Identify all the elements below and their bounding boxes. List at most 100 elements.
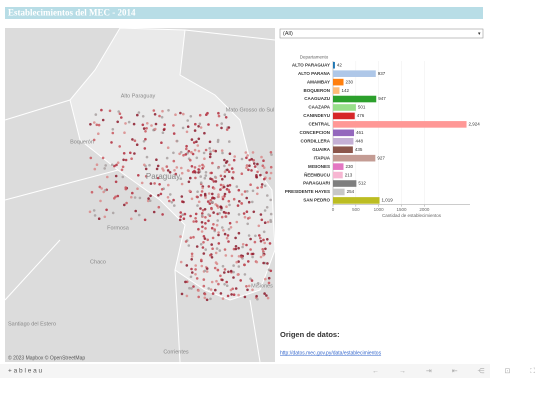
school-dot — [120, 116, 123, 119]
school-dot — [133, 139, 137, 142]
school-dot — [185, 294, 189, 298]
bar — [333, 163, 344, 170]
school-dot — [135, 143, 139, 146]
filter-dropdown[interactable] — [279, 28, 484, 39]
school-dot — [201, 186, 204, 190]
toolbar-icons[interactable]: ← → ⇥ ⇤ ⋲ ⊡ ⛶ — [372, 367, 540, 375]
school-dot — [201, 246, 205, 249]
school-dot — [211, 192, 214, 196]
school-dot — [216, 204, 219, 207]
school-dot — [211, 292, 215, 295]
school-dot — [162, 128, 166, 131]
school-dot — [114, 180, 118, 184]
school-dot — [199, 175, 202, 178]
school-dot — [212, 211, 215, 214]
school-dot — [125, 201, 128, 205]
y-tick-label: ALTO PARAGUAY — [292, 62, 330, 67]
school-dot — [106, 175, 109, 179]
tableau-logo[interactable]: + a b l e a u — [8, 368, 43, 375]
school-dot — [186, 119, 189, 122]
school-dot — [224, 161, 228, 164]
school-dot — [266, 296, 270, 300]
school-dot — [190, 254, 194, 258]
school-dot — [245, 156, 248, 160]
school-dot — [232, 270, 235, 274]
map-label: Alto Paraguay — [121, 93, 156, 99]
school-dot — [264, 277, 267, 281]
school-dot — [237, 254, 241, 258]
y-tick-label: ITAPUA — [314, 155, 331, 160]
school-dot — [237, 293, 240, 297]
school-dot — [207, 123, 210, 126]
school-dot — [266, 220, 270, 224]
school-dot — [172, 132, 176, 135]
school-dot — [250, 169, 253, 172]
bar — [333, 121, 467, 128]
school-dot — [262, 253, 265, 257]
school-dot — [209, 199, 212, 202]
school-dot — [221, 197, 225, 201]
bar-value-label: 476 — [357, 113, 365, 118]
school-dot — [185, 130, 189, 134]
school-dot — [133, 196, 137, 199]
school-dot — [262, 166, 266, 169]
school-dot — [230, 254, 234, 258]
school-dot — [103, 167, 106, 170]
school-dot — [190, 138, 194, 141]
school-dot — [217, 166, 220, 170]
school-dot — [127, 120, 131, 124]
school-dot — [120, 168, 124, 172]
school-dot — [225, 284, 229, 288]
school-dot — [211, 200, 214, 204]
school-dot — [224, 116, 228, 119]
school-dot — [211, 161, 214, 165]
school-dot — [206, 200, 210, 203]
school-dot — [95, 123, 99, 127]
school-dot — [195, 245, 199, 248]
school-dot — [153, 113, 157, 116]
school-dot — [253, 240, 257, 244]
school-dot — [200, 190, 204, 193]
school-dot — [122, 158, 125, 162]
school-dot — [257, 224, 261, 228]
school-dot — [189, 236, 193, 239]
school-dot — [258, 234, 261, 237]
school-dot — [88, 210, 92, 214]
school-dot — [207, 185, 211, 188]
school-dot — [243, 215, 247, 219]
school-dot — [260, 185, 264, 189]
school-dot — [92, 209, 96, 212]
school-dot — [143, 163, 146, 167]
school-dot — [220, 215, 224, 219]
school-dot — [247, 234, 251, 237]
school-dot — [136, 113, 139, 117]
school-dot — [192, 220, 195, 223]
school-dot — [118, 145, 121, 148]
school-dot — [265, 294, 268, 297]
school-dot — [217, 111, 220, 115]
school-dot — [160, 115, 164, 119]
school-dot — [193, 169, 196, 173]
school-dot — [166, 169, 170, 172]
school-dot — [269, 212, 273, 216]
school-dot — [206, 238, 209, 242]
bar — [333, 188, 345, 196]
y-tick-label: CORDILLERA — [301, 138, 331, 143]
school-dot — [270, 153, 273, 156]
bar — [333, 146, 353, 154]
bar-value-label: 937 — [378, 71, 386, 76]
school-dot — [223, 113, 227, 116]
bar-value-label: 927 — [377, 155, 385, 160]
school-dot — [202, 252, 206, 255]
school-dot — [108, 109, 112, 113]
school-dot — [94, 113, 98, 116]
school-dot — [255, 294, 258, 298]
y-tick-label: CAAZAPA — [308, 105, 330, 110]
source-link[interactable]: http://datos.mec.gov.py/data/establecimi… — [280, 350, 382, 356]
school-dot — [263, 221, 267, 224]
school-dot — [196, 144, 200, 147]
school-dot — [189, 214, 192, 218]
school-dot — [185, 147, 188, 151]
school-dot — [122, 152, 126, 155]
school-dot — [212, 149, 215, 152]
